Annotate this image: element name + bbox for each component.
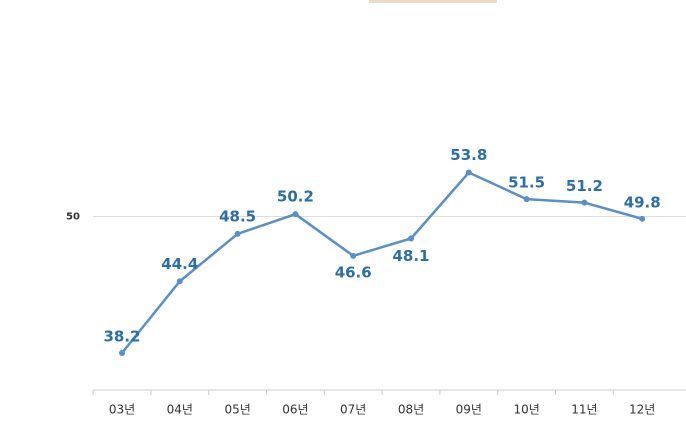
point <box>639 215 646 222</box>
value-label: 38.2 <box>103 327 140 345</box>
y-tick-label: 50 <box>66 212 80 223</box>
point <box>465 169 472 176</box>
point <box>581 199 588 206</box>
x-tick-label: 08년 <box>398 403 424 417</box>
value-label: 46.6 <box>335 263 372 281</box>
value-label: 48.1 <box>392 247 429 265</box>
point <box>523 196 530 203</box>
x-tick-label: 03년 <box>109 403 135 417</box>
x-tick-label: 09년 <box>456 403 482 417</box>
point <box>176 278 183 285</box>
value-label: 51.5 <box>508 174 545 192</box>
x-tick-label: 05년 <box>224 403 250 417</box>
point <box>234 230 241 237</box>
x-tick-label: 04년 <box>167 403 193 417</box>
x-tick-label: 06년 <box>282 403 308 417</box>
value-label: 49.8 <box>624 193 661 211</box>
header-tab <box>369 0 497 3</box>
line <box>121 171 643 354</box>
x-tick-label: 07년 <box>340 403 366 417</box>
value-label: 51.2 <box>566 177 603 195</box>
x-tick-label: 11년 <box>571 403 597 417</box>
value-label: 50.2 <box>277 188 314 206</box>
x-tick-label: 10년 <box>513 403 539 417</box>
x-tick-label: 12년 <box>629 403 655 417</box>
value-label: 44.4 <box>161 255 198 273</box>
point <box>350 252 357 259</box>
point <box>408 235 414 242</box>
point <box>119 349 125 356</box>
value-label: 53.8 <box>450 146 487 164</box>
value-label: 48.5 <box>219 207 256 225</box>
point <box>292 211 299 218</box>
